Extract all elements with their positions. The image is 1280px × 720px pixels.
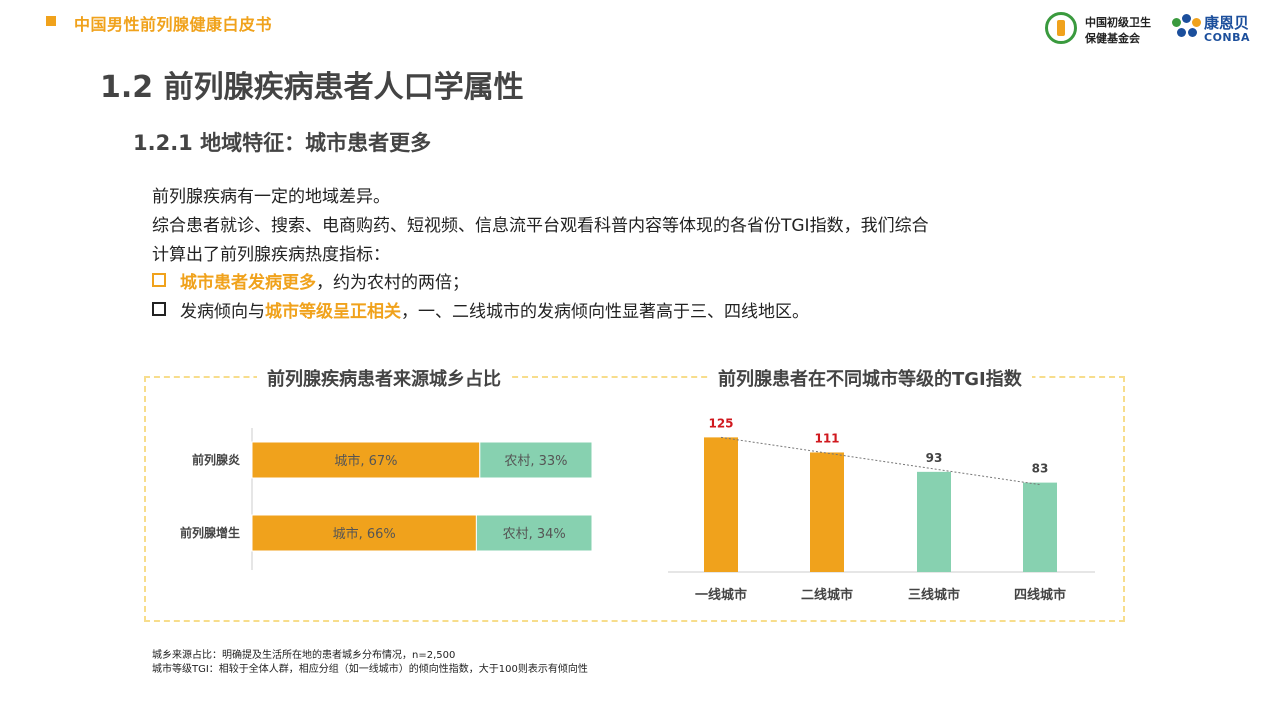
chart2-data-label: 93 (926, 451, 943, 465)
subsection-title: 1.2.1 地域特征：城市患者更多 (133, 131, 432, 155)
chart1-bar-segment (475, 514, 593, 552)
chart1-data-label: 城市, 67% (334, 453, 397, 469)
bullet-1: 城市患者发病更多，约为农村的两倍； (152, 268, 469, 293)
body-line-1: 前列腺疾病有一定的地域差异。 (152, 187, 390, 207)
chart1-data-label: 农村, 33% (504, 454, 567, 469)
bullet-2: 发病倾向与城市等级呈正相关，一、二线城市的发病倾向性显著高于三、四线地区。 (152, 297, 809, 322)
chart2-data-label: 125 (708, 416, 733, 430)
foundation-emblem-icon (1045, 12, 1077, 44)
chart-panel (144, 376, 1125, 622)
bullet-1-text: ，约为农村的两倍； (316, 273, 469, 293)
tgi-bar-chart: 125 一线城市 111 二线城市 93 三线城市 83 四线城市 (668, 416, 1095, 603)
conba-logo: 康恩贝 CONBA (1172, 12, 1262, 48)
chart2-bar (1023, 482, 1057, 572)
body-line-2: 综合患者就诊、搜索、电商购药、短视频、信息流平台观看科普内容等体现的各省份TGI… (152, 216, 929, 236)
chart2-bar (917, 471, 951, 572)
document-title: 中国男性前列腺健康白皮书 (74, 15, 273, 34)
header-square-icon (46, 16, 56, 26)
chart1-data-label: 城市, 66% (333, 526, 396, 542)
checkbox-square-icon (152, 273, 166, 287)
chart2-category-label: 三线城市 (908, 587, 960, 603)
bullet-2-highlight: 城市等级呈正相关 (265, 302, 401, 322)
chart2-data-label: 111 (814, 431, 839, 445)
bullet-2-text-pre: 发病倾向与 (180, 302, 265, 322)
urban-rural-stacked-bar-chart: 前列腺炎 城市, 67% 农村, 33% 前列腺增生 城市, 66% 农村, 34% (180, 428, 593, 570)
body-line-3: 计算出了前列腺疾病热度指标： (152, 245, 390, 265)
chart2-trendline (720, 436, 1041, 486)
chart2-category-label: 二线城市 (801, 587, 853, 603)
foundation-name-line1: 中国初级卫生 (1085, 16, 1151, 29)
chart1-data-label: 农村, 34% (503, 527, 566, 542)
conba-emblem-icon (1172, 14, 1202, 44)
chart2-category-label: 四线城市 (1014, 587, 1066, 603)
bullet-2-text: ，一、二线城市的发病倾向性显著高于三、四线地区。 (401, 302, 809, 322)
checkbox-square-icon (152, 302, 166, 316)
section-title: 1.2 前列腺疾病患者人口学属性 (100, 70, 524, 105)
chart1-bar-segment (479, 441, 593, 479)
conba-english-name: CONBA (1204, 31, 1251, 44)
chart2-category-label: 一线城市 (695, 587, 747, 603)
chart2-bar (810, 452, 844, 572)
chart2-data-label: 83 (1032, 462, 1049, 476)
chart1-bar-segment (251, 441, 481, 479)
conba-name: 康恩贝 (1204, 14, 1250, 32)
foundation-logo: 中国初级卫生 保健基金会 (1045, 12, 1165, 48)
footnote-1: 城乡来源占比：明确提及生活所在地的患者城乡分布情况，n=2,500 (152, 650, 456, 661)
chart1-title: 前列腺疾病患者来源城乡占比 (257, 365, 511, 391)
chart1-bar-segment (251, 514, 477, 552)
footnote-2: 城市等级TGI：相较于全体人群，相应分组（如一线城市）的倾向性指数，大于100则… (152, 664, 588, 675)
chart1-category-label: 前列腺炎 (192, 452, 240, 467)
bullet-1-highlight: 城市患者发病更多 (180, 273, 316, 293)
chart2-title: 前列腺患者在不同城市等级的TGI指数 (708, 365, 1032, 391)
chart1-category-label: 前列腺增生 (180, 525, 240, 540)
chart2-bar (704, 437, 738, 572)
foundation-name-line2: 保健基金会 (1085, 32, 1140, 45)
